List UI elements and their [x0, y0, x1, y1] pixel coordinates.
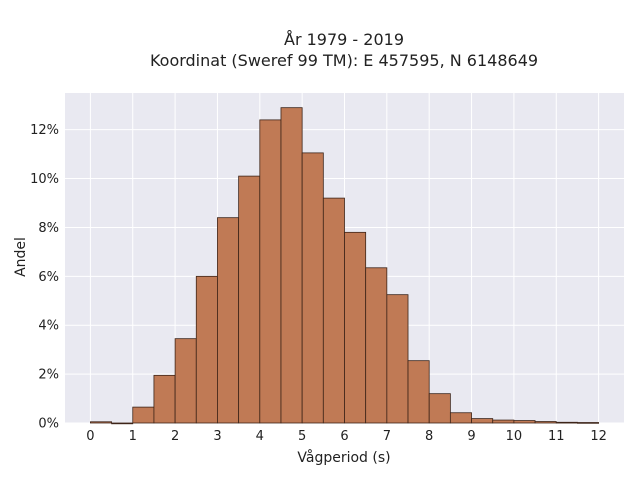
bars	[90, 107, 599, 425]
chart-subtitle: Koordinat (Sweref 99 TM): E 457595, N 61…	[150, 51, 538, 70]
histogram-bar	[280, 107, 303, 424]
y-axis-ticks: 0% 2% 4% 6% 8% 10% 12%	[30, 123, 59, 431]
histogram-bar	[492, 419, 515, 424]
histogram-bar	[322, 197, 345, 424]
histogram-bar	[90, 421, 112, 424]
histogram-bar	[534, 421, 557, 424]
y-tick-label: 6%	[38, 270, 59, 285]
x-tick-label: 5	[298, 429, 306, 444]
histogram-bar	[365, 267, 388, 424]
x-tick-label: 10	[506, 429, 523, 444]
histogram-bar	[195, 275, 218, 424]
x-tick-label: 7	[383, 429, 391, 444]
y-tick-label: 12%	[30, 123, 59, 138]
x-tick-label: 6	[340, 429, 348, 444]
histogram-bar	[132, 406, 155, 424]
x-tick-label: 8	[425, 429, 433, 444]
x-tick-label: 12	[590, 429, 607, 444]
y-tick-label: 10%	[30, 172, 59, 187]
histogram-bar	[471, 418, 494, 424]
histogram-bar	[428, 393, 451, 424]
y-tick-label: 8%	[38, 221, 59, 236]
y-tick-label: 2%	[38, 368, 59, 383]
histogram-bar	[407, 360, 430, 424]
x-tick-label: 9	[467, 429, 475, 444]
histogram-bar	[301, 152, 324, 424]
x-tick-label: 0	[86, 429, 94, 444]
histogram-bar	[111, 422, 134, 425]
x-tick-label: 2	[171, 429, 179, 444]
histogram-bar	[238, 175, 261, 424]
chart-title: År 1979 - 2019	[284, 30, 404, 49]
x-tick-label: 3	[213, 429, 221, 444]
x-tick-label: 4	[256, 429, 264, 444]
y-tick-label: 4%	[38, 319, 59, 334]
y-axis-label: Andel	[13, 237, 29, 277]
histogram-bar	[577, 422, 599, 424]
y-tick-label: 0%	[38, 417, 59, 432]
histogram-bar	[513, 420, 536, 424]
x-axis-ticks: 0 1 2 3 4 5 6 7 8 9 10 11 12	[86, 429, 607, 444]
histogram-bar	[153, 374, 176, 424]
histogram-bar	[386, 294, 409, 424]
histogram-bar	[449, 412, 472, 424]
histogram-bar	[217, 217, 240, 424]
x-tick-label: 1	[129, 429, 137, 444]
histogram-bar	[259, 119, 282, 424]
x-tick-label: 11	[548, 429, 565, 444]
histogram-bar	[555, 421, 578, 424]
histogram-bar	[174, 338, 197, 424]
histogram-bar	[344, 231, 367, 424]
x-axis-label: Vågperiod (s)	[297, 449, 390, 466]
